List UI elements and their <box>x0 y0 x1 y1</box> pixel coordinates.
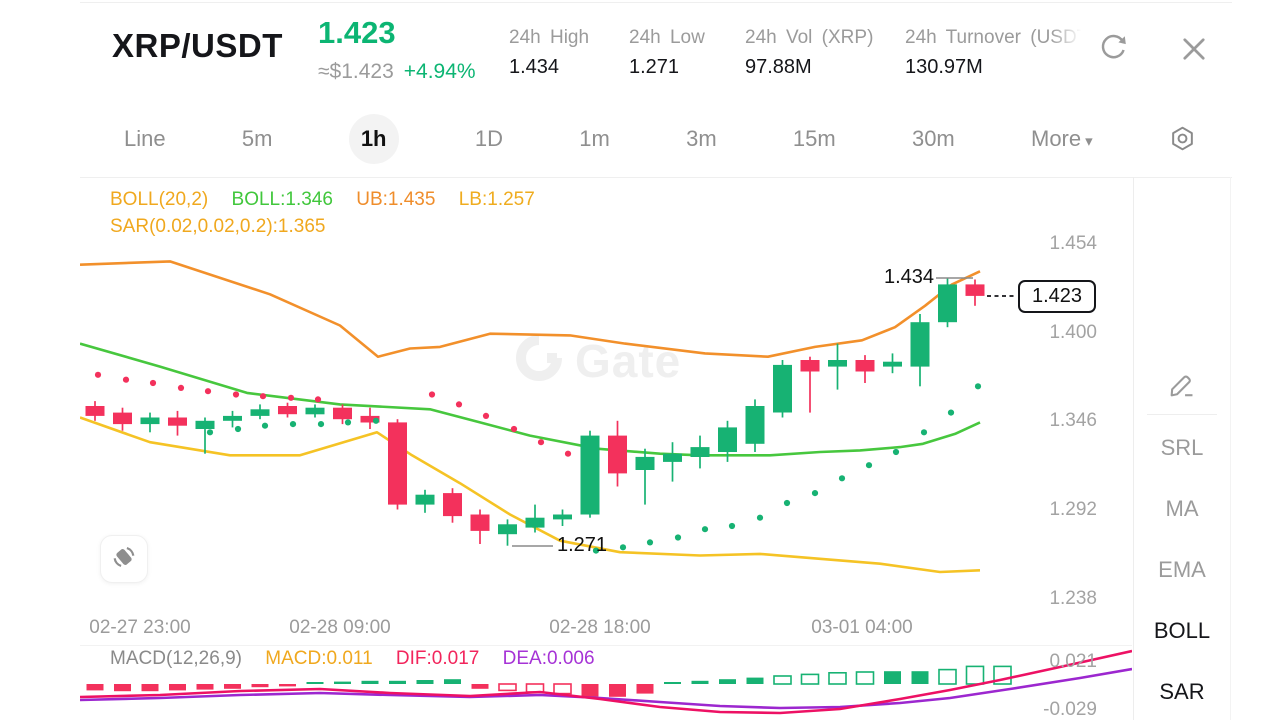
rotate-screen-button[interactable] <box>100 535 148 583</box>
close-button[interactable] <box>1178 33 1210 65</box>
tab-more[interactable]: More ▾ <box>1031 126 1093 152</box>
tab-1m[interactable]: 1m <box>579 125 610 151</box>
sar-legend: SAR(0.02,0.02,0.2):1.365 <box>110 216 343 238</box>
stat-label: 24h Vol (XRP) <box>745 27 874 48</box>
tab-1h[interactable]: 1h <box>348 113 399 164</box>
high-annotation: 1.434 <box>884 266 935 288</box>
gate-watermark: Gate <box>513 332 681 389</box>
refresh-button[interactable] <box>1097 33 1129 65</box>
dif-value: DIF:0.017 <box>395 648 480 669</box>
refresh-icon <box>1097 34 1129 69</box>
timeframe-tabs: Line 5m 1h 1D 1m 3m 15m 30m More ▾ <box>80 100 1232 177</box>
y-axis-label: 1.238 <box>1049 588 1097 609</box>
x-axis-label: 02-27 23:00 <box>89 617 191 638</box>
sidebar-item-sar[interactable]: SAR <box>1159 679 1205 704</box>
boll-legend: BOLL(20,2) BOLL:1.346 UB:1.435 LB:1.257 <box>110 189 553 211</box>
rotate-screen-icon <box>110 543 138 576</box>
macd-value: MACD:0.011 <box>265 648 373 669</box>
tab-5m[interactable]: 5m <box>241 125 273 151</box>
tab-15m[interactable]: 15m <box>792 125 836 151</box>
stat-value: 130.97M <box>905 56 983 78</box>
stat-24h-high: 24h High 1.434 <box>509 27 589 79</box>
top-border <box>80 2 1232 3</box>
gate-logo-icon <box>513 332 565 389</box>
macd-axis-label: 0.021 <box>1049 651 1097 672</box>
x-axis-label: 02-28 18:00 <box>549 617 651 638</box>
boll-lb-value: LB:1.257 <box>458 189 535 210</box>
price-subline: ≈$1.423 +4.94% <box>318 60 476 84</box>
stat-label: 24h High <box>509 27 590 48</box>
settings-hexagon-icon <box>1169 125 1196 152</box>
sidebar-item-boll[interactable]: BOLL <box>1153 618 1211 643</box>
pair-title: XRP/USDT <box>112 27 283 64</box>
x-axis-label: 02-28 09:00 <box>289 617 391 638</box>
last-price: 1.423 <box>318 15 396 50</box>
tab-line[interactable]: Line <box>124 125 166 151</box>
macd-axis-label: -0.029 <box>1043 699 1097 720</box>
sidebar-divider <box>1133 177 1134 720</box>
stat-value: 97.88M <box>745 56 812 78</box>
y-axis-label: 1.346 <box>1049 410 1097 431</box>
stat-24h-turnover: 24h Turnover (USDT) 130.97M <box>905 27 1083 79</box>
change-percent: +4.94% <box>403 60 476 83</box>
x-axis-label: 03-01 04:00 <box>811 617 913 638</box>
boll-ub-value: UB:1.435 <box>356 189 436 210</box>
tab-1d[interactable]: 1D <box>474 125 504 151</box>
draw-tools-button[interactable] <box>1166 369 1198 401</box>
sidebar-item-srl[interactable]: SRL <box>1160 435 1204 460</box>
low-annotation: 1.271 <box>557 534 608 556</box>
sar-value: SAR(0.02,0.02,0.2):1.365 <box>110 216 326 237</box>
current-price-tag: 1.423 <box>1018 280 1096 313</box>
macd-legend: MACD(12,26,9) MACD:0.011 DIF:0.017 DEA:0… <box>110 648 613 670</box>
sidebar-item-ma[interactable]: MA <box>1165 496 1199 521</box>
right-border <box>1230 177 1231 720</box>
stat-value: 1.271 <box>629 56 680 78</box>
sidebar-divider-top <box>1147 414 1217 415</box>
macd-divider <box>80 645 1132 646</box>
dea-value: DEA:0.006 <box>502 648 595 669</box>
y-axis-label: 1.454 <box>1049 233 1097 254</box>
tab-more-label: More <box>1031 125 1082 151</box>
sidebar-item-ema[interactable]: EMA <box>1158 557 1206 582</box>
stat-value: 1.434 <box>509 56 560 78</box>
indicator-sidebar: SRL MA EMA BOLL SAR VOL MACD <box>1133 177 1231 720</box>
tabs-divider <box>80 177 1232 178</box>
boll-params: BOLL(20,2) <box>110 189 209 210</box>
y-axis-label: 1.292 <box>1049 499 1097 520</box>
stat-24h-low: 24h Low 1.271 <box>629 27 705 79</box>
tab-30m[interactable]: 30m <box>911 125 955 151</box>
chart-settings-button[interactable] <box>1169 125 1196 152</box>
chevron-down-icon: ▾ <box>1085 132 1093 150</box>
close-icon <box>1178 38 1210 69</box>
stat-label: 24h Turnover (USDT) <box>905 27 1083 48</box>
stat-label: 24h Low <box>629 27 705 48</box>
stat-24h-volume: 24h Vol (XRP) 97.88M <box>745 27 873 79</box>
fiat-approx: ≈$1.423 <box>318 60 394 83</box>
tab-3m[interactable]: 3m <box>686 125 717 151</box>
boll-mid-value: BOLL:1.346 <box>231 189 333 210</box>
y-axis-label: 1.400 <box>1049 322 1097 343</box>
pencil-icon <box>1166 375 1198 405</box>
macd-params: MACD(12,26,9) <box>110 648 242 669</box>
